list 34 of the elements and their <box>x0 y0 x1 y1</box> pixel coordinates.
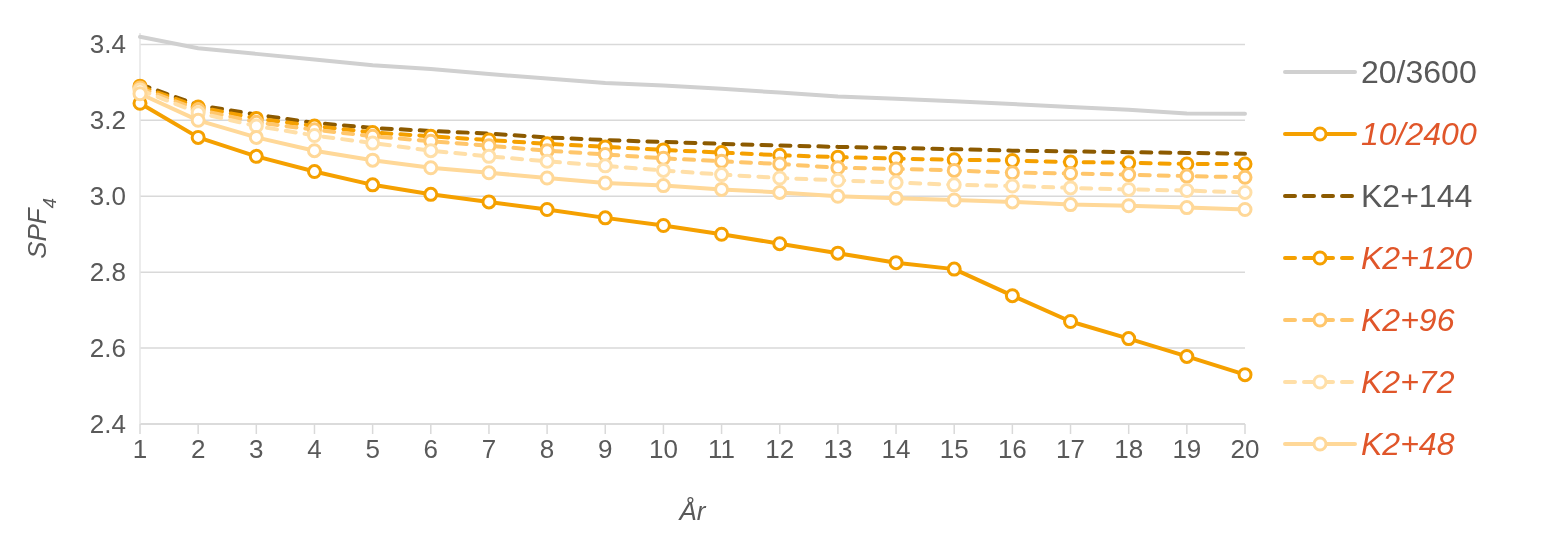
x-tick-label: 2 <box>190 434 206 464</box>
y-tick-label: 3.2 <box>89 105 126 136</box>
x-tick-label: 3 <box>249 434 264 464</box>
y-tick-label: 2.8 <box>89 257 126 288</box>
y-tick-label: 3.4 <box>89 29 126 60</box>
x-tick-label: 17 <box>1056 434 1085 464</box>
x-tick-label: 11 <box>708 434 736 464</box>
x-tick-label: 7 <box>481 434 497 464</box>
x-tick-label: 16 <box>997 434 1027 464</box>
x-tick-label: 13 <box>823 434 853 464</box>
legend-label: K2+96 <box>1361 302 1455 338</box>
legend-label: K2+120 <box>1361 240 1473 276</box>
legend-label: 10/2400 <box>1361 116 1477 152</box>
x-tick-label: 19 <box>1172 434 1202 464</box>
y-tick-label: 2.4 <box>89 409 126 439</box>
x-tick-label: 20 <box>1230 434 1260 464</box>
x-tick-label: 18 <box>1114 434 1144 464</box>
x-tick-label: 14 <box>881 434 911 464</box>
x-tick-label: 6 <box>423 434 439 464</box>
legend-label: K2+144 <box>1361 178 1473 214</box>
x-tick-label: 10 <box>648 434 678 464</box>
x-tick-label: 1 <box>132 434 148 464</box>
x-axis-title: År <box>677 496 707 526</box>
x-tick-label: 8 <box>539 434 555 464</box>
x-tick-label: 15 <box>939 434 969 464</box>
x-tick-label: 12 <box>765 434 795 464</box>
x-tick-label: 4 <box>307 434 322 464</box>
x-tick-label: 9 <box>598 434 613 464</box>
legend-label: K2+72 <box>1361 364 1455 400</box>
y-tick-label: 2.6 <box>89 333 126 364</box>
x-tick-label: 5 <box>365 434 380 464</box>
legend-label: K2+48 <box>1361 426 1455 462</box>
legend-label: 20/3600 <box>1361 54 1477 90</box>
y-tick-label: 3.0 <box>89 181 126 212</box>
